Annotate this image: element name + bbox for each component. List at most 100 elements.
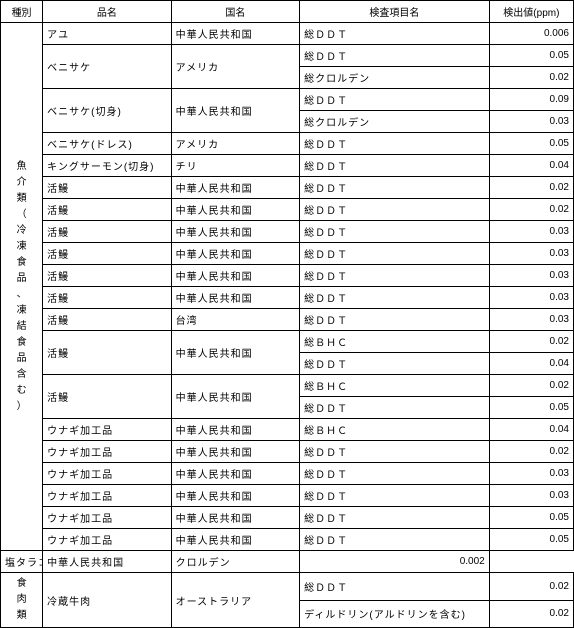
inspection-cell: 総ＢＨＣ (300, 419, 490, 441)
product-cell: キングサーモン(切身) (43, 155, 172, 177)
header-product: 品名 (43, 1, 172, 23)
product-cell: 塩タラコ (1, 551, 43, 573)
inspection-cell: 総ＤＤＴ (300, 397, 490, 419)
product-cell: 冷蔵牛肉 (43, 573, 172, 628)
product-cell: 活鰻 (43, 287, 172, 309)
value-cell: 0.04 (489, 353, 573, 375)
header-country: 国名 (171, 1, 300, 23)
value-cell: 0.02 (489, 573, 573, 601)
table-row: キングサーモン(切身)チリ総ＤＤＴ0.04 (1, 155, 574, 177)
product-cell: 活鰻 (43, 309, 172, 331)
table-row: ウナギ加工品中華人民共和国総ＤＤＴ0.03 (1, 485, 574, 507)
product-cell: 活鰻 (43, 375, 172, 419)
category-cell: 食肉類 (1, 573, 43, 628)
table-row: 活鰻台湾総ＤＤＴ0.03 (1, 309, 574, 331)
product-cell: アユ (43, 23, 172, 45)
product-cell: ウナギ加工品 (43, 529, 172, 551)
table-row: ウナギ加工品中華人民共和国総ＤＤＴ0.05 (1, 507, 574, 529)
value-cell: 0.02 (489, 375, 573, 397)
header-row: 種別 品名 国名 検査項目名 検出値(ppm) (1, 1, 574, 23)
country-cell: 中華人民共和国 (171, 177, 300, 199)
product-cell: ウナギ加工品 (43, 507, 172, 529)
country-cell: オーストラリア (171, 573, 300, 628)
header-inspection: 検査項目名 (300, 1, 490, 23)
value-cell: 0.02 (489, 177, 573, 199)
value-cell: 0.02 (489, 600, 573, 628)
value-cell: 0.05 (489, 507, 573, 529)
value-cell: 0.05 (489, 397, 573, 419)
product-cell: ベニサケ(ドレス) (43, 133, 172, 155)
value-cell: 0.02 (489, 67, 573, 89)
country-cell: 中華人民共和国 (171, 89, 300, 133)
value-cell: 0.05 (489, 45, 573, 67)
value-cell: 0.04 (489, 419, 573, 441)
table-row: 活鰻中華人民共和国総ＤＤＴ0.03 (1, 243, 574, 265)
category-cell: 魚介類（冷凍食品、凍結食品含む） (1, 23, 43, 551)
product-cell: ベニサケ(切身) (43, 89, 172, 133)
table-row: 活鰻中華人民共和国総ＢＨＣ0.02 (1, 331, 574, 353)
country-cell: チリ (171, 155, 300, 177)
table-row: 魚介類（冷凍食品、凍結食品含む）アユ中華人民共和国総ＤＤＴ0.006 (1, 23, 574, 45)
table-row: ベニサケ(ドレス)アメリカ総ＤＤＴ0.05 (1, 133, 574, 155)
product-cell: 活鰻 (43, 265, 172, 287)
inspection-cell: 総ＤＤＴ (300, 529, 490, 551)
country-cell: 台湾 (171, 309, 300, 331)
product-cell: ウナギ加工品 (43, 485, 172, 507)
table-row: ウナギ加工品中華人民共和国総ＤＤＴ0.02 (1, 441, 574, 463)
country-cell: 中華人民共和国 (171, 419, 300, 441)
inspection-cell: ディルドリン(アルドリンを含む) (300, 600, 490, 628)
inspection-cell: 総ＤＤＴ (300, 441, 490, 463)
value-cell: 0.03 (489, 287, 573, 309)
inspection-cell: 総ＤＤＴ (300, 177, 490, 199)
inspection-cell: 総ＤＤＴ (300, 353, 490, 375)
value-cell: 0.05 (489, 133, 573, 155)
product-cell: 活鰻 (43, 199, 172, 221)
header-value: 検出値(ppm) (489, 1, 573, 23)
table-row: 活鰻中華人民共和国総ＤＤＴ0.02 (1, 199, 574, 221)
product-cell: ベニサケ (43, 45, 172, 89)
value-cell: 0.03 (489, 463, 573, 485)
inspection-cell: 総ＤＤＴ (300, 155, 490, 177)
value-cell: 0.006 (489, 23, 573, 45)
product-cell: 活鰻 (43, 331, 172, 375)
inspection-cell: 総ＤＤＴ (300, 507, 490, 529)
value-cell: 0.05 (489, 529, 573, 551)
country-cell: 中華人民共和国 (171, 23, 300, 45)
table-row: ウナギ加工品中華人民共和国総ＢＨＣ0.04 (1, 419, 574, 441)
country-cell: 中華人民共和国 (171, 221, 300, 243)
inspection-cell: 総ＤＤＴ (300, 133, 490, 155)
table-row: 活鰻中華人民共和国総ＤＤＴ0.02 (1, 177, 574, 199)
inspection-cell: 総ＤＤＴ (300, 485, 490, 507)
inspection-cell: 総ＤＤＴ (300, 23, 490, 45)
table-row: 活鰻中華人民共和国総ＤＤＴ0.03 (1, 221, 574, 243)
inspection-cell: 総ＤＤＴ (300, 265, 490, 287)
country-cell: 中華人民共和国 (171, 265, 300, 287)
inspection-cell: 総クロルデン (300, 111, 490, 133)
value-cell: 0.03 (489, 485, 573, 507)
value-cell: 0.09 (489, 89, 573, 111)
value-cell: 0.002 (300, 551, 490, 573)
inspection-cell: 総ＢＨＣ (300, 375, 490, 397)
value-cell: 0.03 (489, 221, 573, 243)
country-cell: 中華人民共和国 (43, 551, 172, 573)
inspection-cell: 総ＤＤＴ (300, 199, 490, 221)
inspection-cell: 総ＤＤＴ (300, 89, 490, 111)
country-cell: 中華人民共和国 (171, 529, 300, 551)
inspection-cell: 総ＤＤＴ (300, 287, 490, 309)
product-cell: 活鰻 (43, 177, 172, 199)
value-cell: 0.04 (489, 155, 573, 177)
country-cell: 中華人民共和国 (171, 243, 300, 265)
country-cell: 中華人民共和国 (171, 331, 300, 375)
value-cell: 0.03 (489, 111, 573, 133)
product-cell: ウナギ加工品 (43, 463, 172, 485)
value-cell: 0.03 (489, 243, 573, 265)
table-row: 活鰻中華人民共和国総ＤＤＴ0.03 (1, 287, 574, 309)
country-cell: 中華人民共和国 (171, 463, 300, 485)
table-row: 食肉類冷蔵牛肉オーストラリア総ＤＤＴ0.02 (1, 573, 574, 601)
country-cell: 中華人民共和国 (171, 485, 300, 507)
value-cell: 0.03 (489, 265, 573, 287)
inspection-table: 種別 品名 国名 検査項目名 検出値(ppm) 魚介類（冷凍食品、凍結食品含む）… (0, 0, 574, 628)
inspection-cell: 総ＤＤＴ (300, 309, 490, 331)
table-row: ウナギ加工品中華人民共和国総ＤＤＴ0.03 (1, 463, 574, 485)
inspection-cell: 総ＤＤＴ (300, 243, 490, 265)
